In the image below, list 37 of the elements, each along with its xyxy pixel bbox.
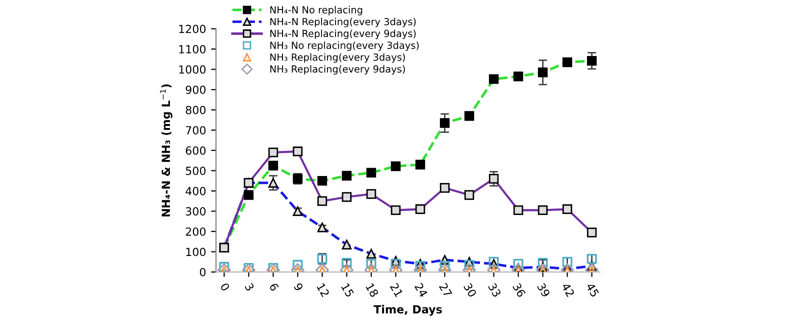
y-tick-label: 300 <box>186 207 206 216</box>
y-axis-title: NH₄-N & NH₃ (mg L$^{−1}$) <box>160 84 172 216</box>
x-tick-label: 45 <box>586 282 600 298</box>
y-tick-label: 700 <box>186 126 206 135</box>
legend-label: NH₃ Replacing(every 9days) <box>270 65 405 75</box>
x-tick-label: 36 <box>512 282 526 298</box>
legend-label: NH₄-N No replacing <box>270 6 362 16</box>
y-tick-label: 100 <box>186 248 206 256</box>
x-tick-label: 27 <box>438 282 452 298</box>
y-tick-label: 400 <box>186 186 206 196</box>
x-tick-label: 24 <box>414 282 428 298</box>
y-tick-label: 500 <box>186 166 206 176</box>
x-tick-label: 3 <box>244 282 254 292</box>
x-tick-label: 12 <box>316 282 330 298</box>
y-tick-label: 200 <box>186 227 206 236</box>
x-axis-title: Time, Days <box>374 304 442 316</box>
x-tick-label: 33 <box>488 282 502 298</box>
x-tick-label: 30 <box>463 282 477 298</box>
x-tick-label: 21 <box>390 282 404 298</box>
x-tick-label: 18 <box>366 282 379 298</box>
y-tick-label: 600 <box>186 146 206 155</box>
legend-label: NH₄-N Replacing(every 3days) <box>270 18 416 28</box>
y-tick-label: 900 <box>186 86 206 94</box>
x-tick-label: 6 <box>269 282 280 292</box>
x-tick-label: 15 <box>341 282 354 298</box>
legend-label: NH₃ No replacing(every 3days) <box>270 41 419 51</box>
x-tick-label: 39 <box>536 282 550 298</box>
y-tick-label: 1000 <box>179 65 206 74</box>
y-tick-label: 0 <box>200 268 206 276</box>
y-tick-label: 800 <box>186 106 206 114</box>
y-tick-label: 1100 <box>179 45 206 54</box>
x-tick-label: 42 <box>561 282 575 298</box>
x-tick-label: 9 <box>293 282 304 292</box>
x-tick-label: 0 <box>220 282 230 292</box>
y-tick-label: 1200 <box>179 24 206 34</box>
legend-label: NH₃ Replacing(every 3days) <box>270 53 405 63</box>
legend-label: NH₄-N Replacing(every 9days) <box>270 30 416 40</box>
